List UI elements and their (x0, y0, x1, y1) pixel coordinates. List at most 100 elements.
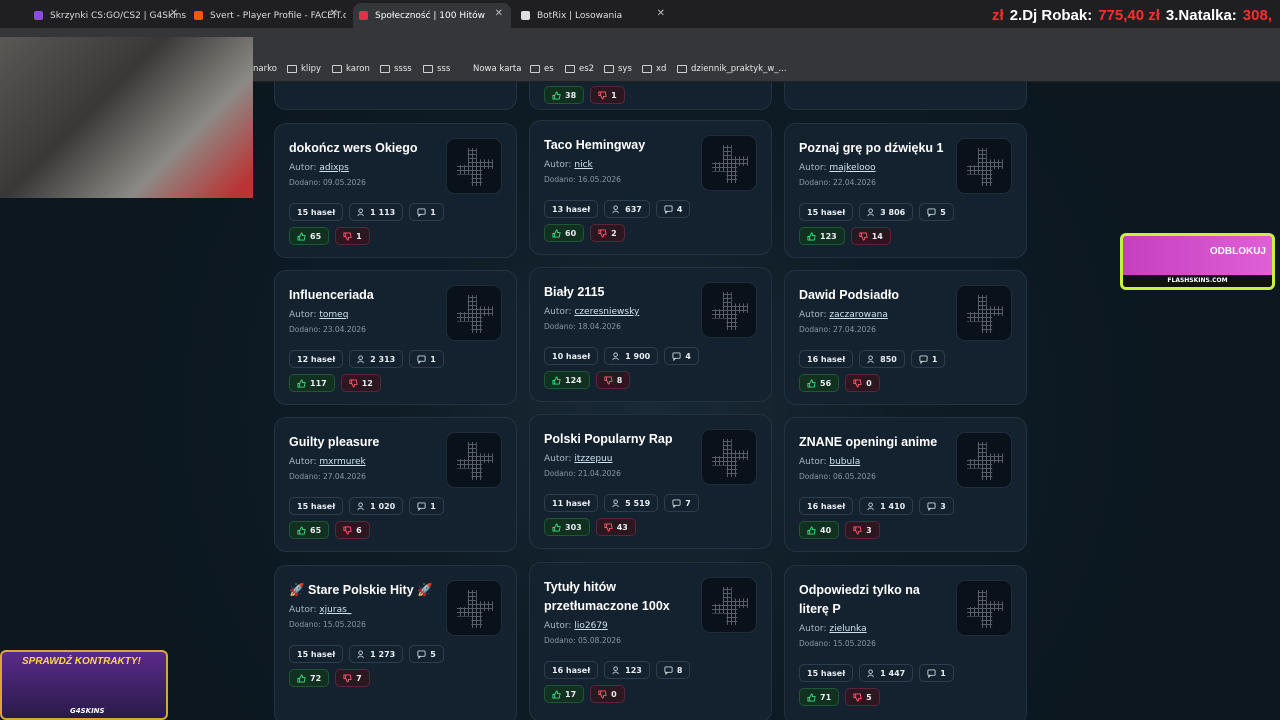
stat-value: 124 (565, 375, 582, 385)
card[interactable]: Guilty pleasure Autor: mxrmurek Dodano: 27… (274, 417, 517, 552)
card[interactable]: Polski Popularny Rap Autor: itzzepuu Dodan… (529, 414, 772, 549)
card[interactable] (274, 82, 517, 110)
stat-chip: 1 410 (859, 497, 914, 515)
bookmark[interactable]: sss (423, 64, 450, 74)
card-date: Dodano: 15.05.2026 (799, 637, 1012, 650)
author-name[interactable]: itzzepuu (574, 454, 613, 464)
bookmark[interactable]: xd (642, 64, 666, 74)
ticker-text: 2.Dj Robak: (1009, 6, 1093, 24)
stat-chip: 3 (845, 521, 880, 539)
card[interactable]: ZNANE openingi anime Autor: bubula Dodano:… (784, 417, 1027, 552)
bookmark[interactable]: sys (604, 64, 632, 74)
author-name[interactable]: tomeq (319, 310, 349, 320)
like-icon (807, 378, 816, 388)
card[interactable]: Biały 2115 Autor: czeresniewsky Dodano: 18… (529, 267, 772, 402)
stat-value: 15 haseł (807, 668, 846, 678)
stat-value: 6 (356, 525, 362, 535)
tab-close[interactable]: ✕ (169, 8, 178, 19)
stat-value: 5 519 (625, 498, 651, 508)
author-name[interactable]: zielunka (829, 624, 867, 634)
author-name[interactable]: adixps (319, 163, 349, 173)
bookmark[interactable]: es (530, 64, 554, 74)
stat-value: 7 (356, 673, 362, 683)
author-name[interactable]: mxrmurek (319, 457, 366, 467)
stat-chip: 65 (289, 227, 330, 245)
card[interactable]: Poznaj grę po dźwięku 1 Autor: majkelooo D… (784, 123, 1027, 258)
card[interactable]: 🚀 Stare Polskie Hity 🚀 Autor: xjuras_ Doda… (274, 565, 517, 720)
players-icon (867, 354, 874, 363)
tab[interactable]: Skrzynki CS:GO/CS2 | G4Skins C ✕ (28, 3, 186, 28)
author-name[interactable]: majkelooo (829, 163, 876, 173)
stat-row: 16 haseł 850 1 (799, 350, 1012, 368)
author-name[interactable]: zaczarowana (829, 310, 888, 320)
date-label: Dodano: (544, 322, 576, 331)
card-author: Autor: tomeq (289, 307, 502, 323)
stat-row: 60 2 (544, 224, 757, 242)
bookmark[interactable]: narko (253, 64, 277, 74)
thumbnail-grid (712, 439, 748, 477)
stat-value: 10 haseł (552, 351, 591, 361)
stat-chip: 1 (590, 86, 625, 104)
author-name[interactable]: czeresniewsky (574, 307, 640, 317)
like-icon (552, 228, 561, 238)
card-title: Dawid Podsiadło (799, 288, 900, 302)
stat-row: 11 haseł 5 519 7 (544, 494, 757, 512)
stat-chip: 1 273 (349, 645, 404, 663)
tab[interactable]: Społeczność | 100 Hitów ✕ (353, 3, 511, 28)
stat-chip: 43 (595, 518, 636, 536)
tab-close[interactable]: ✕ (329, 8, 338, 19)
stat-value: 1 273 (370, 649, 396, 659)
card[interactable]: Dawid Podsiadło Autor: zaczarowana Dodano:… (784, 270, 1027, 405)
author-name[interactable]: bubula (829, 457, 861, 467)
card[interactable]: Taco Hemingway Autor: nick Dodano: 16.05.2… (529, 120, 772, 255)
tab-close[interactable]: ✕ (494, 8, 503, 19)
comments-icon (672, 498, 681, 508)
card[interactable]: dokończ wers Okiego Autor: adixps Dodano: … (274, 123, 517, 258)
dislike-icon (853, 378, 862, 388)
bookmark[interactable]: es2 (565, 64, 594, 74)
stat-row: 12 haseł 2 313 1 (289, 350, 502, 368)
author-name[interactable]: xjuras_ (319, 605, 352, 615)
bookmark[interactable]: dziennik_praktyk_w_... (677, 64, 787, 74)
bookmark[interactable]: ssss (380, 64, 412, 74)
bookmark[interactable]: karon (332, 64, 370, 74)
players-icon (612, 498, 619, 507)
stat-row: 16 haseł 123 8 (544, 661, 757, 679)
stat-value: 117 (310, 378, 327, 388)
author-name[interactable]: nick (574, 160, 593, 170)
card-title: Guilty pleasure (289, 435, 380, 449)
card[interactable]: Odpowiedzi tylko na literę P Autor: zielu… (784, 565, 1027, 720)
bookmark-icon (642, 65, 652, 73)
author-label: Autor: (799, 624, 827, 634)
stat-row: 303 43 (544, 518, 757, 536)
bookmark-label: karon (346, 64, 370, 74)
stat-chip: 124 (544, 371, 590, 389)
stat-value: 4 (676, 204, 683, 214)
stat-chip: 123 (604, 661, 650, 679)
card[interactable] (784, 82, 1027, 110)
tab-close[interactable]: ✕ (656, 8, 665, 19)
tab[interactable]: BotRix | Losowania ✕ (515, 3, 673, 28)
author-name[interactable]: lio2679 (574, 621, 608, 631)
tab-icon (521, 11, 530, 20)
stat-chip: 8 (655, 661, 691, 679)
stat-chip: 11 haseł (544, 494, 599, 512)
stat-value: 5 (866, 692, 872, 702)
card-title: Taco Hemingway (544, 138, 646, 152)
stat-value: 8 (616, 375, 623, 385)
stat-chip: 17 (544, 685, 585, 703)
stat-value: 1 (611, 90, 617, 100)
author-label: Autor: (799, 457, 827, 467)
card[interactable]: Tytuły hitów przetłumaczone 100x Autor: l… (529, 562, 772, 720)
card[interactable]: Influenceriada Autor: tomeq Dodano: 23.04.… (274, 270, 517, 405)
bookmark[interactable]: Nowa karta (473, 64, 521, 74)
players-icon (357, 207, 364, 216)
stat-value: 2 313 (370, 354, 396, 364)
stat-chip: 60 (544, 224, 585, 242)
comments-icon (927, 207, 936, 217)
tab[interactable]: Svert - Player Profile - FACEIT.c ✕ (188, 3, 346, 28)
card[interactable]: 38 1 (529, 82, 772, 110)
stat-value: 15 haseł (297, 501, 336, 511)
bookmark[interactable]: klipy (287, 64, 321, 74)
stat-value: 1 410 (880, 501, 906, 511)
